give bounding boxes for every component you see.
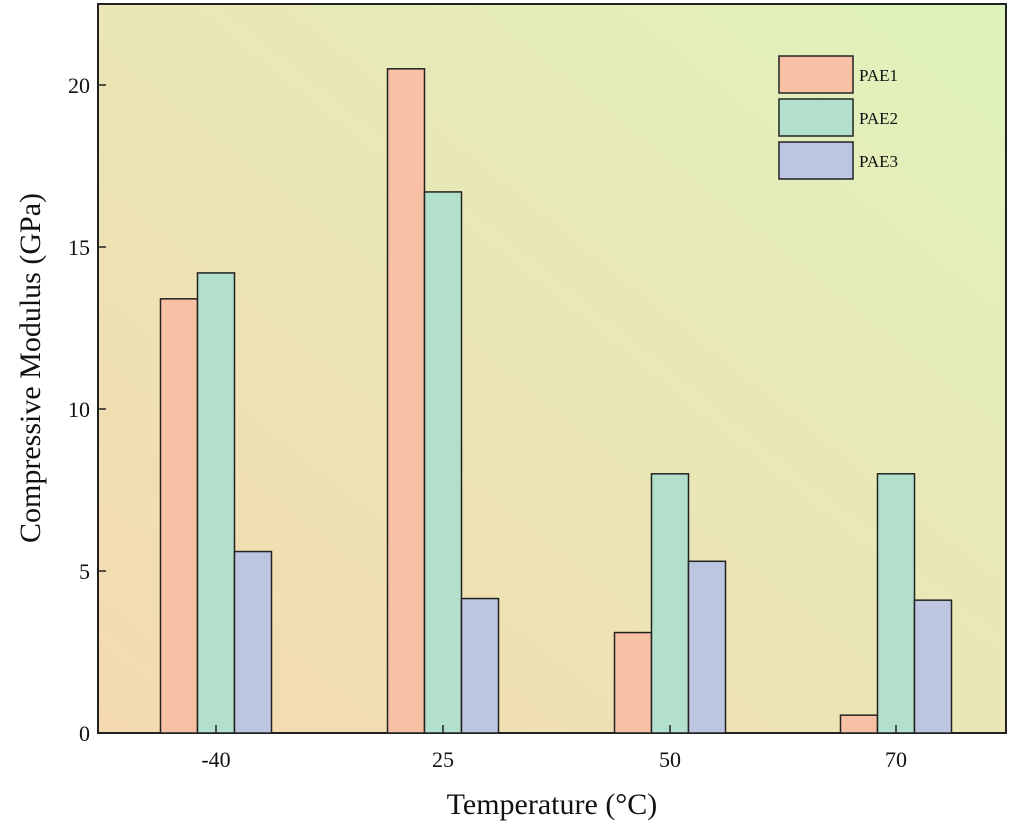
y-tick-label: 5 [79, 559, 90, 584]
y-tick-label: 0 [79, 721, 90, 746]
bar-pae2-50 [650, 473, 690, 734]
x-tick-label: 25 [432, 747, 454, 772]
bar-pae3-50 [687, 560, 727, 734]
x-tick-label: -40 [201, 747, 230, 772]
y-tick-label: 20 [68, 73, 90, 98]
bar-pae2-25 [423, 191, 463, 734]
bars-layer [159, 68, 953, 734]
legend-swatch-pae1 [778, 55, 854, 94]
bar-pae1-70 [839, 714, 879, 734]
legend-swatch-pae3 [778, 141, 854, 180]
x-tick-label: 50 [659, 747, 681, 772]
bar-pae2--40 [196, 272, 236, 734]
y-tick-label: 10 [68, 397, 90, 422]
bar-pae3--40 [233, 550, 273, 734]
y-tick-label: 15 [68, 235, 90, 260]
bar-pae1--40 [159, 298, 199, 734]
legend: PAE1 PAE2 PAE3 [778, 55, 898, 180]
y-axis-title: Compressive Modulus (GPa) [14, 193, 47, 543]
y-axis: 0 5 10 15 20 [68, 73, 106, 746]
x-axis: -40 25 50 70 [201, 725, 907, 772]
bar-pae3-70 [913, 599, 953, 734]
bar-pae2-70 [876, 473, 916, 734]
legend-swatch-pae2 [778, 98, 854, 137]
legend-label-pae3: PAE3 [859, 152, 898, 171]
x-tick-label: 70 [885, 747, 907, 772]
bar-pae1-25 [386, 68, 426, 734]
legend-label-pae1: PAE1 [859, 66, 898, 85]
bar-pae1-50 [613, 631, 653, 734]
legend-label-pae2: PAE2 [859, 109, 898, 128]
x-axis-title: Temperature (°C) [447, 788, 658, 821]
bar-pae3-25 [460, 597, 500, 734]
